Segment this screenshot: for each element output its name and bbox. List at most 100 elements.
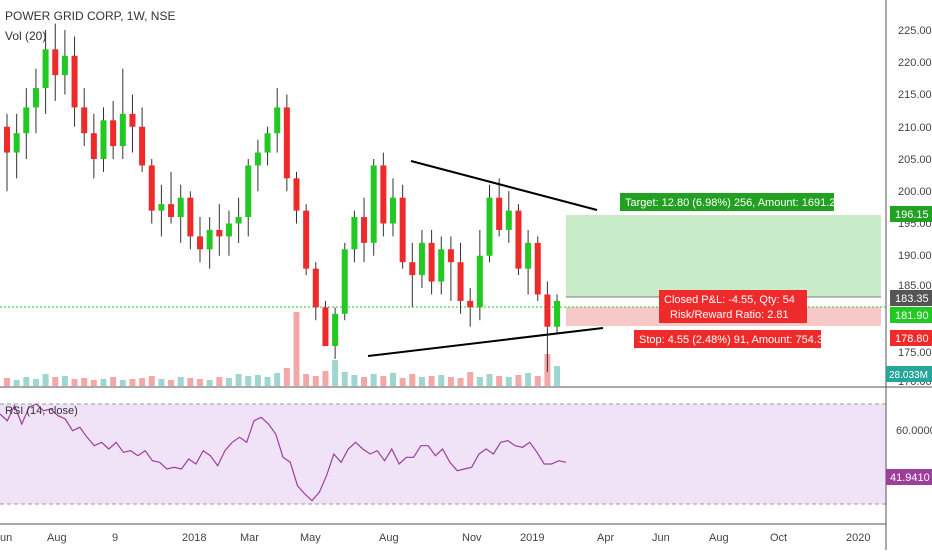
- volume-bar: [206, 380, 213, 386]
- candle: [71, 55, 78, 108]
- price-tick: 175.00: [898, 347, 932, 359]
- volume-bar: [158, 379, 165, 386]
- candle: [505, 210, 512, 230]
- candle: [457, 262, 464, 301]
- target-info-box[interactable]: [620, 193, 834, 211]
- volume-bar: [274, 373, 281, 386]
- volume-bar: [361, 377, 368, 386]
- volume-bar: [486, 374, 493, 386]
- volume-bar: [322, 371, 329, 386]
- volume-bar: [52, 377, 59, 386]
- candle: [139, 126, 146, 166]
- entry-price-badge: [890, 307, 932, 323]
- candle: [293, 178, 300, 211]
- volume-bar: [332, 360, 339, 386]
- candle: [283, 107, 290, 179]
- volume-bar: [264, 377, 271, 386]
- time-tick: Nov: [462, 532, 482, 544]
- volume-bar: [370, 374, 377, 386]
- candle: [544, 294, 551, 327]
- volume-bar: [390, 373, 396, 386]
- volume-bar: [139, 378, 146, 386]
- volume-bar: [245, 376, 252, 386]
- candle: [245, 165, 252, 218]
- rsi-value-badge: [886, 469, 932, 485]
- volume-bar: [467, 372, 474, 386]
- candle: [148, 165, 155, 211]
- volume-bar: [283, 368, 290, 386]
- candle: [322, 307, 329, 347]
- time-tick: Aug: [379, 532, 399, 544]
- entry-price-label: 181.90: [895, 310, 929, 322]
- candle: [81, 107, 88, 134]
- candle: [409, 262, 416, 276]
- target-price-label: 196.15: [895, 209, 929, 221]
- volume-bar: [476, 377, 483, 386]
- volume-bar: [447, 377, 454, 386]
- volume-bar: [351, 375, 358, 386]
- candle: [129, 113, 136, 127]
- volume-bar: [438, 375, 445, 386]
- target-zone[interactable]: [566, 215, 881, 297]
- candle: [486, 197, 493, 256]
- candle: [312, 268, 319, 308]
- time-tick: 2019: [520, 532, 544, 544]
- volume-bar: [303, 374, 310, 386]
- time-tick: Mar: [240, 532, 259, 544]
- price-tick: 215.00: [898, 89, 932, 101]
- stop-info-label: Stop: 4.55 (2.48%) 91, Amount: 754.3: [639, 334, 823, 346]
- time-tick: Aug: [47, 532, 67, 544]
- candle: [361, 217, 368, 243]
- pl-info-box[interactable]: [659, 290, 807, 323]
- candle: [332, 313, 339, 347]
- candle: [303, 210, 310, 269]
- trendlines[interactable]: [367, 160, 604, 357]
- current-price-label: 183.35: [895, 293, 929, 305]
- candle: [254, 152, 261, 166]
- candle: [168, 204, 175, 218]
- volume-bar: [177, 377, 184, 386]
- volume-bar: [418, 377, 425, 386]
- candles: [4, 23, 561, 372]
- price-tick: 220.00: [898, 57, 932, 69]
- upper-trendline[interactable]: [410, 160, 598, 211]
- price-tick: 205.00: [898, 154, 932, 166]
- candle: [447, 249, 454, 263]
- candle: [197, 236, 203, 250]
- volume-bar: [100, 379, 107, 386]
- volume-label: Vol (20): [5, 29, 46, 43]
- candle: [341, 249, 348, 314]
- candle: [225, 223, 232, 237]
- volume-bar: [23, 377, 30, 386]
- time-tick: Apr: [597, 532, 614, 544]
- candle: [52, 49, 59, 76]
- volume-bar: [197, 379, 203, 386]
- price-tick: 210.00: [898, 122, 932, 134]
- volume-bar: [380, 376, 387, 386]
- volume-bar: [61, 376, 68, 386]
- time-tick: May: [300, 532, 321, 544]
- stop-info-box[interactable]: [634, 330, 821, 348]
- volume-value-label: 28.033M: [889, 370, 928, 381]
- time-tick: 2018: [182, 532, 206, 544]
- lower-trendline[interactable]: [367, 327, 604, 357]
- rsi-label: RSI (14, close): [5, 405, 78, 417]
- candle: [216, 229, 223, 237]
- stop-price-badge: [890, 330, 932, 346]
- volume-bar: [399, 378, 406, 386]
- volume-bar: [42, 374, 49, 386]
- rsi-band: [0, 404, 886, 504]
- volume-bar: [525, 373, 532, 386]
- volume-bar: [225, 378, 232, 386]
- candle: [554, 300, 561, 327]
- candle: [399, 197, 406, 263]
- candle: [418, 242, 425, 276]
- volume-bar: [90, 380, 97, 386]
- rsi-value-label: 41.9410: [890, 472, 930, 484]
- volume-bar: [457, 378, 464, 386]
- candle: [274, 107, 281, 134]
- time-tick: Aug: [709, 532, 729, 544]
- time-tick: Jun: [652, 532, 670, 544]
